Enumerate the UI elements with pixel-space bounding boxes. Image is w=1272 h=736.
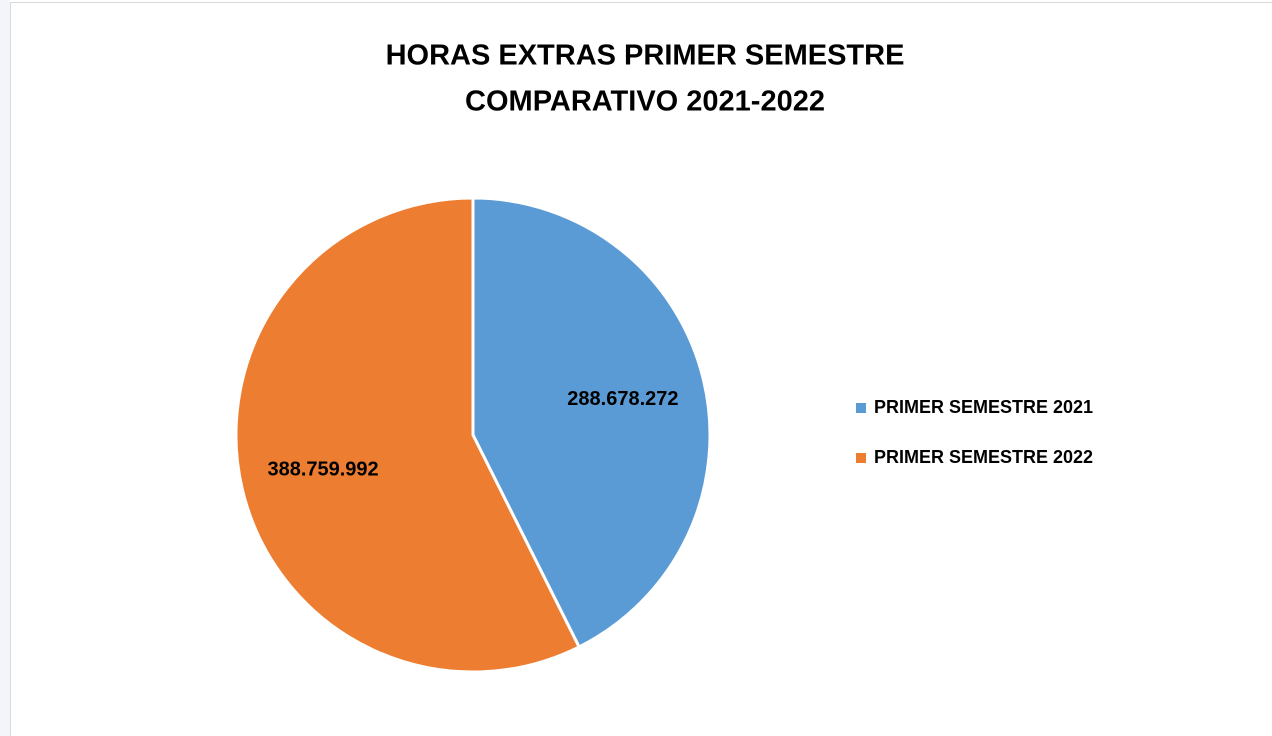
legend-swatch [856, 403, 866, 413]
chart-frame [10, 2, 1272, 736]
legend-label: PRIMER SEMESTRE 2021 [874, 397, 1093, 417]
left-strip [0, 0, 10, 736]
data-label: 388.759.992 [267, 459, 378, 481]
pie-slice [471, 196, 712, 649]
chart-title: HORAS EXTRAS PRIMER SEMESTRE [386, 40, 905, 72]
data-label: 288.678.272 [567, 388, 678, 410]
pie-slice [234, 196, 582, 674]
chart-title: COMPARATIVO 2021-2022 [465, 86, 825, 118]
legend-swatch [856, 453, 866, 463]
legend-label: PRIMER SEMESTRE 2022 [874, 447, 1093, 467]
